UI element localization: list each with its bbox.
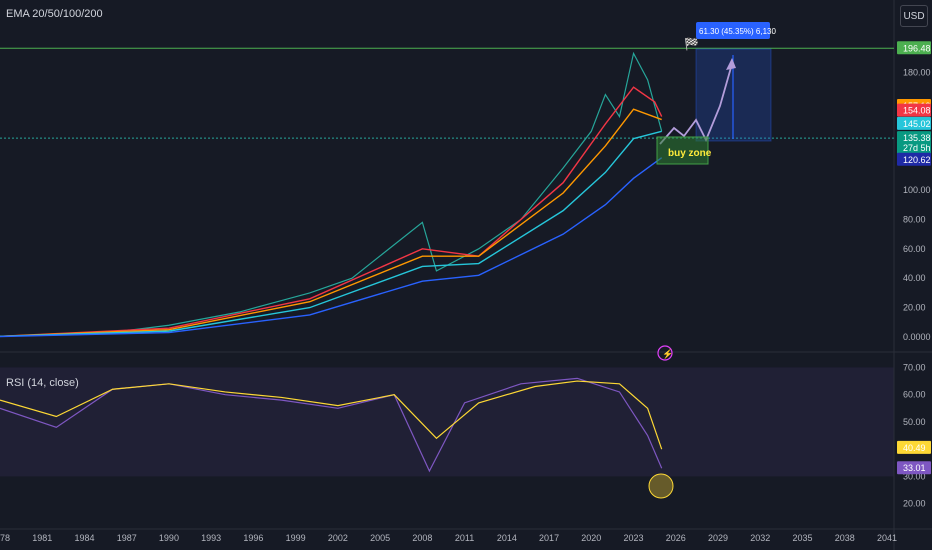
time-tick-label: 2002: [328, 533, 348, 543]
rsi-tag-bg: [897, 461, 931, 475]
time-tick-label: 1978: [0, 533, 10, 543]
time-tick-label: 2008: [412, 533, 432, 543]
lightning-glyph: ⚡: [662, 348, 673, 360]
rsi-tag: 40.49: [903, 443, 926, 453]
rsi-tick-label: 30.00: [903, 471, 926, 481]
rsi-band: [0, 367, 894, 477]
time-tick-label: 2005: [370, 533, 390, 543]
time-tick-label: 1981: [32, 533, 52, 543]
ema200-line: [0, 157, 663, 338]
time-tick-label: 2038: [835, 533, 855, 543]
price-tag: 196.48: [903, 43, 931, 53]
buy-zone-label: buy zone: [668, 148, 712, 159]
price-tick-label: 40.00: [903, 273, 926, 283]
price-tick-label: 180.00: [903, 68, 931, 78]
price-tag-bg: [897, 103, 931, 117]
time-tick-label: 2026: [666, 533, 686, 543]
ema50-line: [0, 108, 662, 337]
price-axis[interactable]: 0.0000 20.00 40.00 60.00 80.00 100.00 180.00 20…: [897, 41, 931, 509]
time-tick-label: 2032: [750, 533, 770, 543]
time-tick-label: 2041: [877, 533, 897, 543]
price-tick-label: 0.0000: [903, 332, 931, 342]
rsi-ma-line: [0, 380, 663, 450]
price-tick-label: 20.00: [903, 303, 926, 313]
projection-path: [659, 63, 733, 145]
rsi-tag: 33.01: [903, 463, 926, 473]
time-tick-label: 2035: [792, 533, 812, 543]
time-tick-label: 1984: [74, 533, 94, 543]
rsi-tick-label: 60.00: [903, 390, 926, 400]
price-tag: 120.62: [903, 155, 931, 165]
price-tick-label: 100.00: [903, 185, 931, 195]
price-tag: 154.08: [903, 106, 931, 116]
price-tag: 135.38: [903, 133, 931, 143]
time-axis[interactable]: 1978 1981 1984 1987 1990 1993 1996 1999 2002 2005…: [0, 533, 897, 543]
time-tick-label: 2017: [539, 533, 559, 543]
annotations-layer[interactable]: 61.30 (45.35%) 6,130 🏁 buy zone ⚡: [648, 22, 776, 499]
rsi-tick-label: 50.00: [903, 417, 926, 427]
target-label: 61.30 (45.35%) 6,130: [699, 27, 776, 36]
currency-button[interactable]: USD: [900, 5, 928, 27]
time-tick-label: 1987: [117, 533, 137, 543]
time-tick-label: 2029: [708, 533, 728, 543]
price-tag: 27d 5h: [903, 143, 931, 153]
rsi-tag-bg: [897, 440, 931, 454]
lightning-alert-icon[interactable]: [657, 345, 673, 361]
buy-zone-box[interactable]: [656, 136, 709, 165]
time-tick-label: 1999: [286, 533, 306, 543]
rsi-tick-label: 70.00: [903, 362, 926, 372]
indicator-lines: [0, 47, 894, 473]
price-tag: 145.02: [903, 119, 931, 129]
price-tag-bg: [897, 116, 931, 130]
price-tag-bg: [897, 141, 931, 155]
price-tick-label: 80.00: [903, 214, 926, 224]
ema20-line: [0, 86, 663, 337]
price-tag-bg: [897, 131, 931, 145]
ema-indicator-label[interactable]: EMA 20/50/100/200: [6, 8, 103, 20]
projection-arrowhead: [726, 58, 736, 70]
time-tick-label: 2014: [497, 533, 517, 543]
price-tag-bg: [897, 152, 931, 166]
rsi-highlight-circle: [648, 473, 674, 499]
ema100-line: [0, 130, 662, 337]
time-tick-label: 1990: [159, 533, 179, 543]
price-line: [0, 51, 663, 337]
time-tick-label: 2023: [624, 533, 644, 543]
time-tick-label: 1993: [201, 533, 221, 543]
rsi-tick-label: 20.00: [903, 499, 926, 509]
rsi-indicator-label[interactable]: RSI (14, close): [6, 377, 79, 389]
price-tick-label: 60.00: [903, 244, 926, 254]
time-tick-label: 1996: [243, 533, 263, 543]
target-label-bg: [696, 22, 770, 39]
price-tag-bg: [897, 41, 931, 55]
checkered-flag-icon: 🏁: [684, 37, 699, 51]
time-tick-label: 2020: [581, 533, 601, 543]
time-tick-label: 2011: [455, 533, 474, 543]
